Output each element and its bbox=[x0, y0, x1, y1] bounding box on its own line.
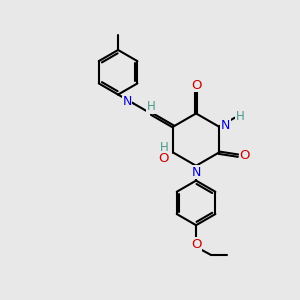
Text: O: O bbox=[191, 238, 201, 251]
Text: O: O bbox=[239, 149, 250, 162]
Text: O: O bbox=[158, 152, 168, 164]
Text: N: N bbox=[220, 118, 230, 131]
Text: H: H bbox=[160, 141, 168, 154]
Text: H: H bbox=[236, 110, 245, 123]
Text: N: N bbox=[191, 166, 201, 179]
Text: O: O bbox=[191, 79, 201, 92]
Text: N: N bbox=[122, 95, 132, 109]
Text: H: H bbox=[147, 100, 155, 113]
